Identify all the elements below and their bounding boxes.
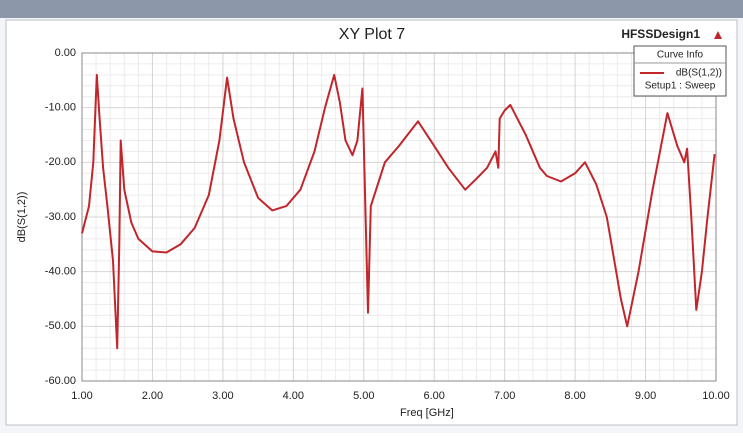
x-tick-label: 10.00 xyxy=(702,390,730,402)
legend-box xyxy=(633,45,727,97)
legend-title: Curve Info xyxy=(657,50,704,61)
plot-border xyxy=(81,52,717,382)
legend: Curve Info dB(S(1,2)) Setup1 : Sweep xyxy=(633,45,727,97)
frame-top xyxy=(0,0,743,18)
y-tick-label: 0.00 xyxy=(55,47,76,59)
x-tick-label: 2.00 xyxy=(142,390,163,402)
x-axis-label: Freq [GHz] xyxy=(400,407,454,419)
x-tick-label: 4.00 xyxy=(283,390,304,402)
y-tick-label: -30.00 xyxy=(45,211,76,223)
x-tick-label: 8.00 xyxy=(564,390,585,402)
x-tick-label: 9.00 xyxy=(635,390,656,402)
x-tick-label: 6.00 xyxy=(424,390,445,402)
x-tick-label: 1.00 xyxy=(71,390,92,402)
y-tick-label: -60.00 xyxy=(45,375,76,387)
y-tick-label: -20.00 xyxy=(45,156,76,168)
legend-entry: dB(S(1,2)) xyxy=(676,68,722,79)
design-label: HFSSDesign1 xyxy=(621,27,700,41)
x-tick-label: 7.00 xyxy=(494,390,515,402)
y-axis-label: dB(S(1,2)) xyxy=(16,192,28,243)
data-line xyxy=(81,73,716,350)
y-tick-label: -10.00 xyxy=(45,102,76,114)
y-tick-label: -40.00 xyxy=(45,266,76,278)
x-tick-label: 5.00 xyxy=(353,390,374,402)
marker-icon xyxy=(714,31,722,39)
legend-subtitle: Setup1 : Sweep xyxy=(645,81,716,92)
chart-title: XY Plot 7 xyxy=(339,26,406,43)
x-tick-label: 3.00 xyxy=(212,390,233,402)
y-tick-label: -50.00 xyxy=(45,320,76,332)
